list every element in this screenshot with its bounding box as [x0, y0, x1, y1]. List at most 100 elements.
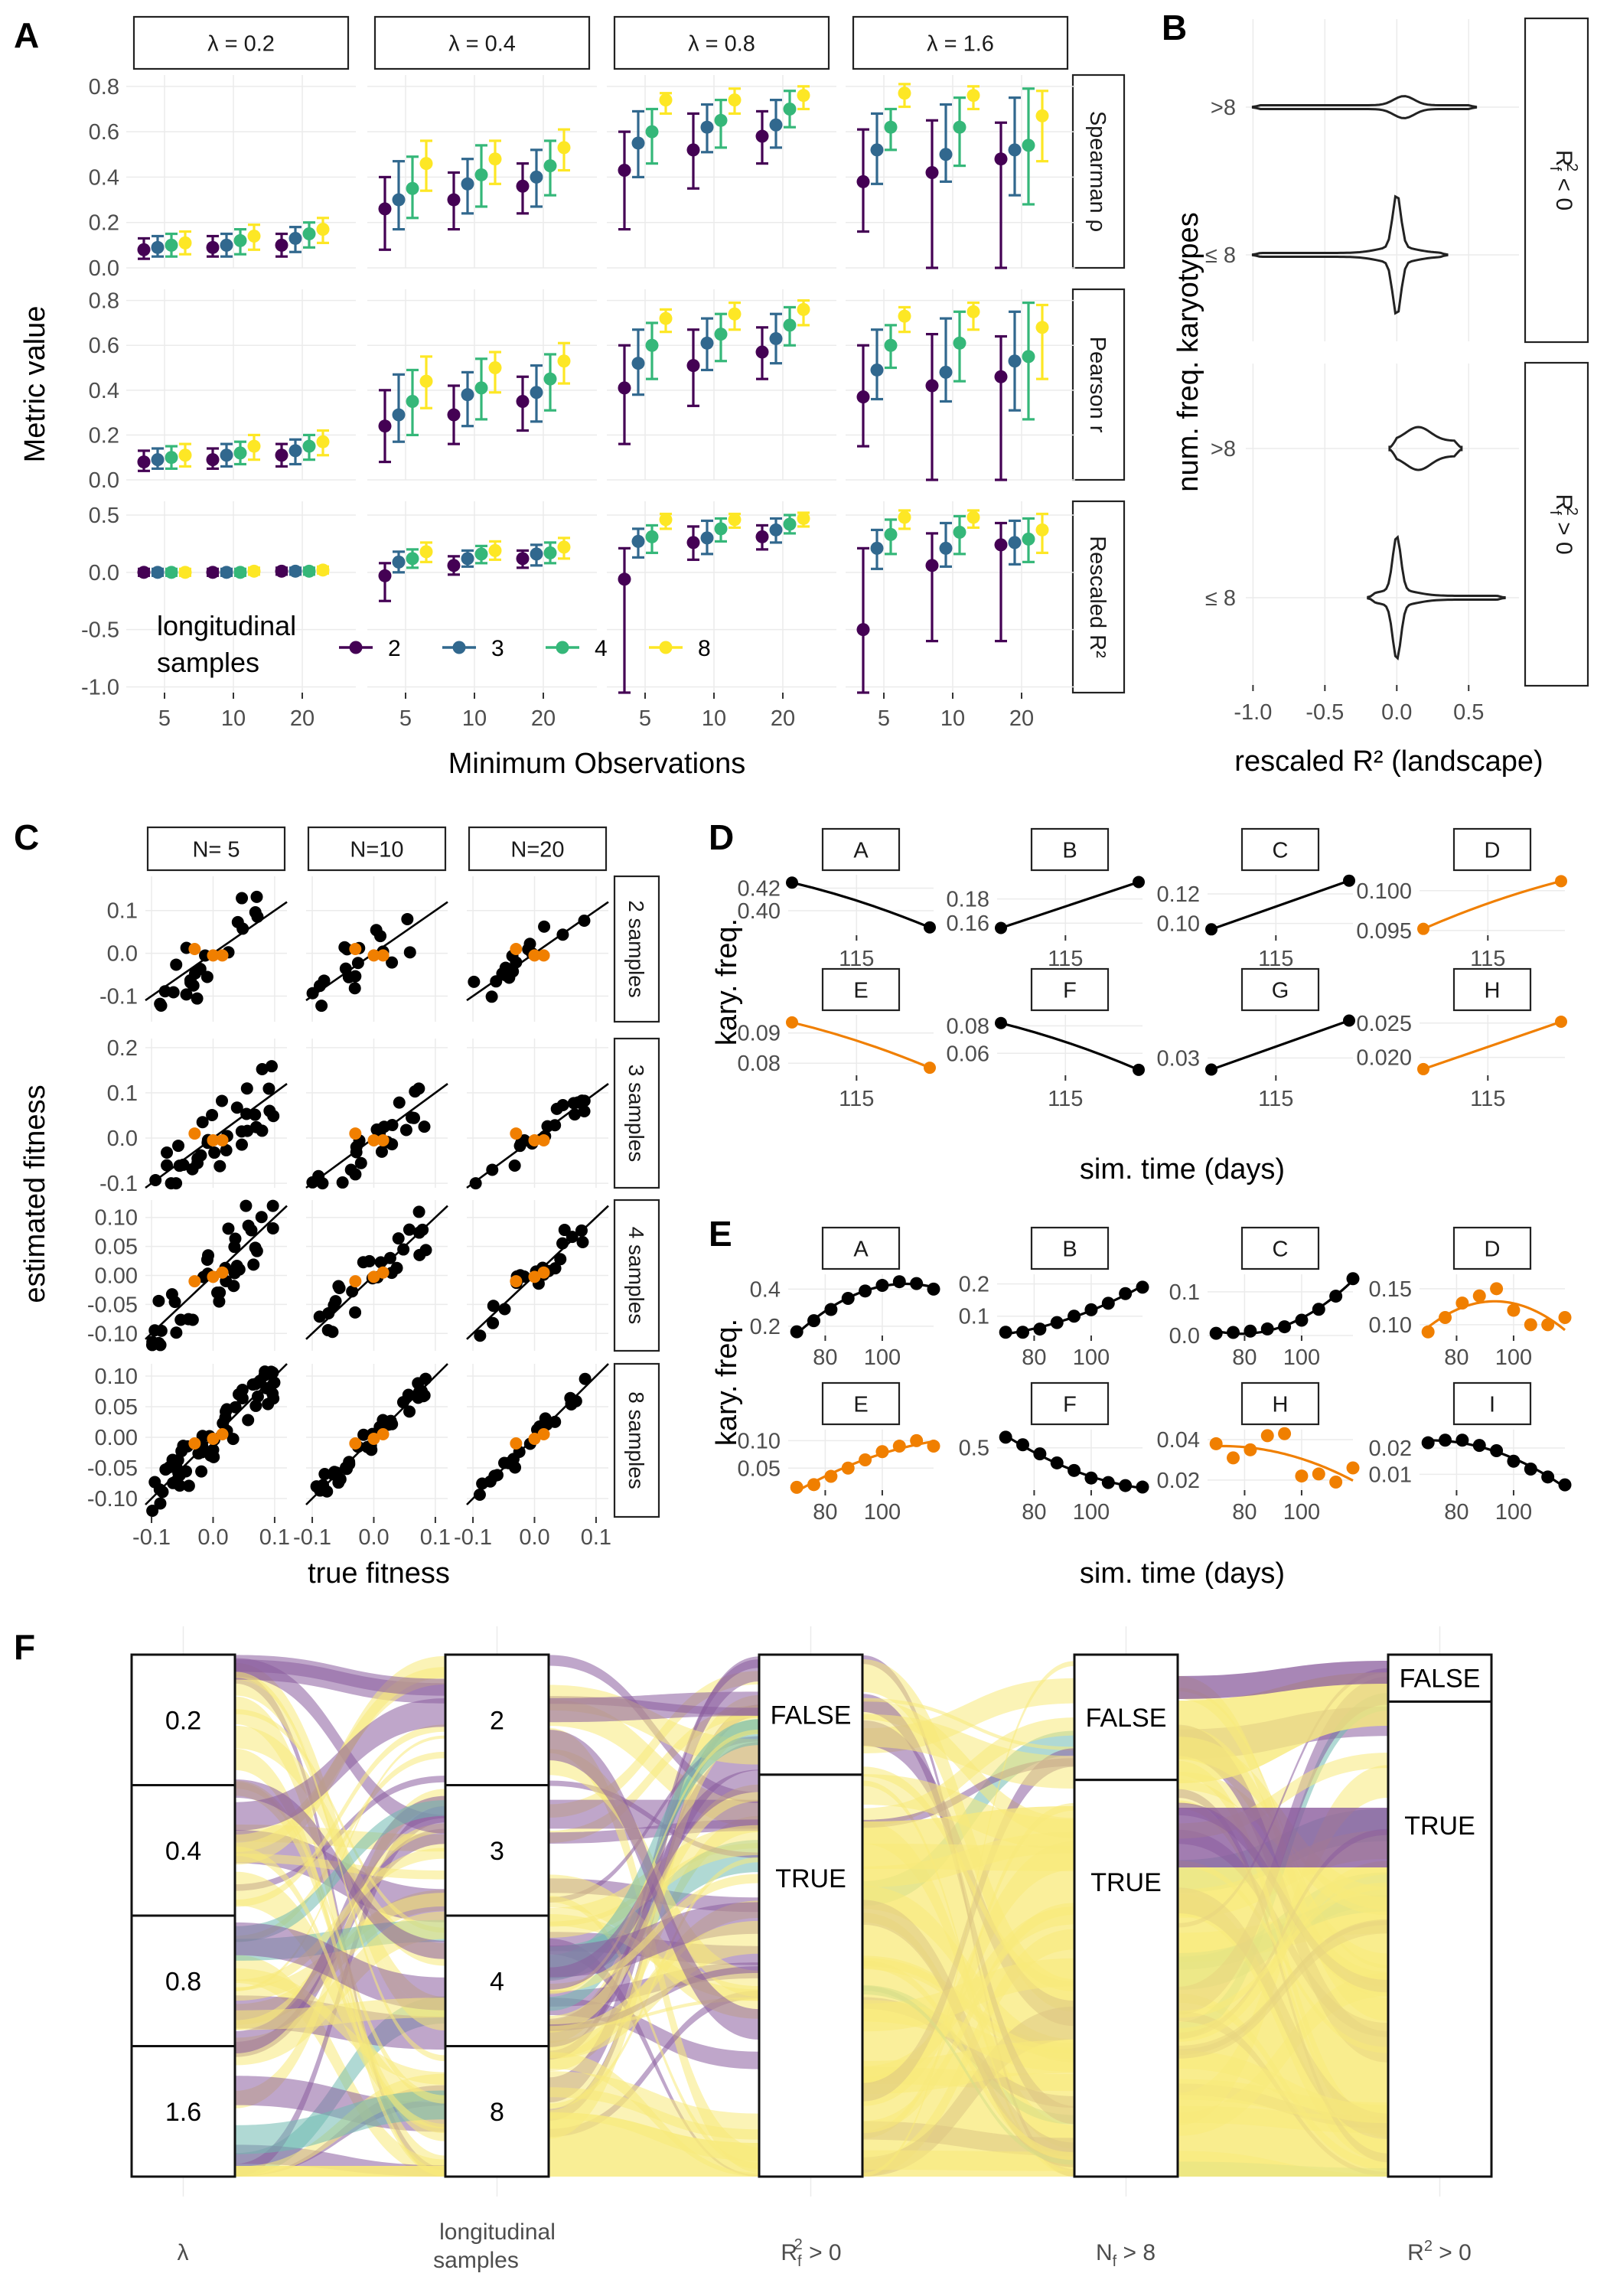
a-ytick: -1.0 — [81, 676, 119, 700]
panel-tag-f: F — [14, 1627, 35, 1667]
c-point-orange — [367, 1133, 380, 1146]
d-point — [924, 921, 936, 934]
c-point — [357, 1256, 370, 1269]
c-point-orange — [349, 943, 362, 955]
b-xlabel: rescaled R² (landscape) — [1234, 745, 1543, 778]
e-point — [1209, 1326, 1223, 1340]
a-point — [275, 564, 288, 578]
a-xtick: 5 — [639, 706, 651, 731]
f-flow — [235, 1780, 445, 2104]
a-point — [288, 231, 302, 245]
c-row-0-label: 2 samples — [624, 900, 648, 998]
c-point — [567, 1097, 580, 1110]
a-point — [1008, 354, 1022, 368]
f-stratum-label: FALSE — [771, 1701, 852, 1730]
c-ytick: -0.05 — [87, 1293, 138, 1317]
c-point — [402, 1388, 415, 1401]
c-point — [321, 1485, 334, 1498]
a-point — [925, 165, 939, 179]
f-flow — [549, 1914, 759, 2001]
e-point — [1084, 1303, 1098, 1316]
a-point — [557, 354, 571, 368]
c-point — [236, 892, 249, 905]
c-point — [350, 1140, 363, 1153]
c-row-3-strip — [613, 1362, 660, 1518]
c-point — [476, 1477, 489, 1490]
f-flow — [235, 1655, 445, 1696]
c-point — [146, 1505, 159, 1517]
c-ytick: 0.0 — [107, 1127, 138, 1151]
c-point — [474, 1329, 487, 1342]
c-point — [343, 1457, 356, 1470]
c-point-orange — [528, 949, 541, 962]
a-point — [714, 522, 728, 536]
e-ytick: 0.0 — [1169, 1324, 1200, 1349]
e-point — [1084, 1471, 1098, 1485]
c-point-orange — [376, 1428, 390, 1440]
c-ytick: 0.1 — [107, 899, 138, 924]
a-point — [419, 545, 433, 559]
c-point — [370, 924, 383, 937]
c-point — [154, 997, 167, 1010]
e-facet-7-strip — [1452, 1381, 1532, 1426]
c-point — [186, 1313, 199, 1326]
a-point — [178, 236, 192, 249]
a-point — [884, 338, 898, 352]
c-point — [227, 1433, 240, 1446]
a-xlabel: Minimum Observations — [448, 748, 746, 780]
d-ytick: 0.40 — [738, 899, 781, 924]
a-ytick: -0.5 — [81, 618, 119, 643]
c-point — [403, 946, 416, 959]
a-point — [769, 331, 783, 345]
e-point — [910, 1277, 924, 1290]
c-point — [214, 1286, 227, 1299]
a-ytick: 0.0 — [89, 256, 119, 281]
f-stratum — [130, 1653, 236, 1786]
a-legend-title: samples — [157, 647, 259, 678]
f-flow — [549, 1769, 759, 1990]
c-point-orange — [528, 1133, 541, 1146]
a-xtick: 5 — [878, 706, 890, 731]
a-point — [474, 547, 488, 561]
c-point — [408, 1111, 421, 1124]
c-point-orange — [537, 949, 550, 962]
e-xtick: 80 — [1022, 1345, 1046, 1370]
a-point — [755, 345, 769, 359]
f-stratum — [444, 1914, 550, 2047]
a-point — [447, 559, 461, 572]
e-point — [1050, 1316, 1064, 1329]
f-axis-label-part: N — [1096, 2240, 1113, 2265]
a-point — [939, 148, 953, 161]
c-point — [170, 958, 183, 971]
c-row-1-strip — [613, 1037, 660, 1189]
b-violin — [1251, 95, 1478, 119]
f-stratum-label: 4 — [490, 1967, 504, 1996]
b-xtick: 0.5 — [1453, 700, 1484, 725]
b-ytick: >8 — [1211, 96, 1236, 120]
c-point — [554, 1253, 567, 1266]
a-point — [275, 448, 288, 462]
c-point — [148, 1324, 161, 1337]
d-facet-1-strip — [1030, 827, 1110, 872]
d-ytick: 0.16 — [947, 912, 989, 936]
a-point — [233, 566, 247, 579]
a-point — [994, 370, 1008, 383]
a-point — [288, 564, 302, 578]
e-point — [1101, 1476, 1115, 1489]
c-point — [214, 1159, 227, 1172]
a-point — [728, 93, 742, 107]
f-flow — [549, 1939, 759, 2177]
c-xtick: -0.1 — [293, 1525, 331, 1550]
c-point — [556, 1099, 569, 1112]
b-facet-label: Rf2 > 0 — [1547, 494, 1580, 554]
f-stratum — [758, 1773, 864, 2178]
b-facet-strip — [1524, 17, 1589, 344]
c-point — [490, 975, 503, 988]
c-point — [195, 1465, 208, 1478]
e-ylabel: kary. freq. — [711, 1319, 743, 1446]
c-point — [401, 912, 414, 925]
c-xtick: 0.1 — [420, 1525, 451, 1550]
c-point — [485, 990, 498, 1003]
c-xlabel: true fitness — [308, 1557, 450, 1590]
c-col-0-label: N= 5 — [192, 837, 240, 862]
